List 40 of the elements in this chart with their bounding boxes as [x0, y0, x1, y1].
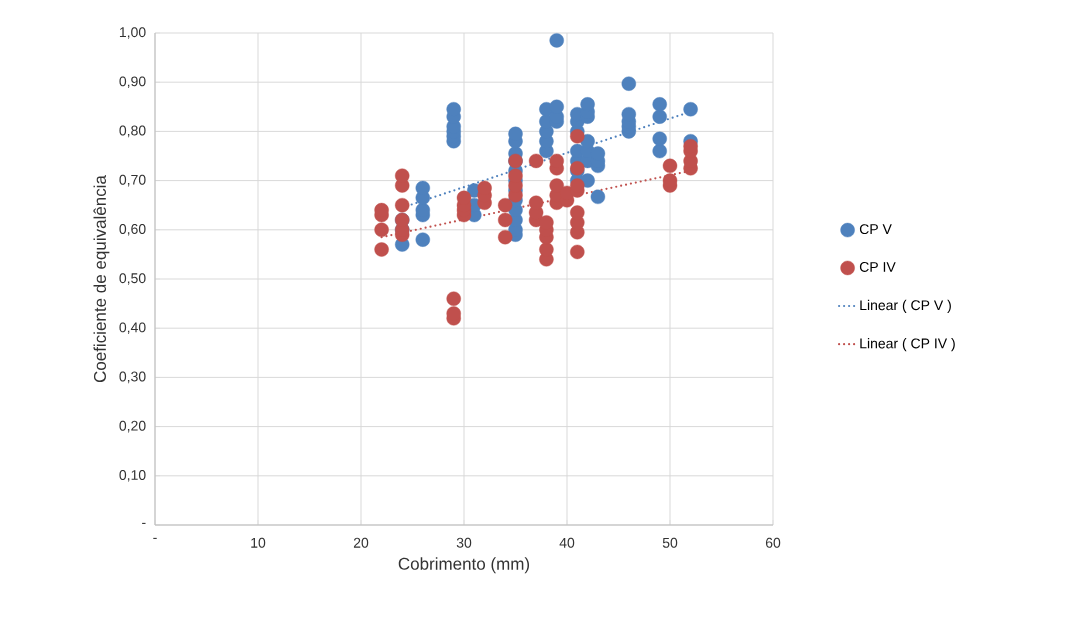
- x-tick-label: 10: [251, 537, 266, 548]
- x-tick-label: 50: [662, 537, 678, 548]
- point: [528, 195, 544, 210]
- y-tick-label: 0,50: [119, 273, 146, 285]
- y-tick-label: 1,00: [119, 27, 146, 39]
- legend-label: CP V: [859, 224, 892, 235]
- point: [395, 168, 410, 183]
- x-tick-label: 40: [559, 537, 575, 548]
- y-tick-label: 0,10: [119, 470, 146, 482]
- point: [570, 205, 585, 220]
- point: [374, 222, 389, 237]
- point: [508, 168, 523, 183]
- point: [570, 129, 585, 144]
- legend-label: Linear ( CP V ): [860, 299, 951, 313]
- point: [570, 244, 585, 260]
- legend-label: CP IV: [859, 262, 896, 272]
- y-tick-label: 0,70: [119, 174, 146, 187]
- y-tick-label: 0,20: [119, 420, 146, 433]
- point: [395, 198, 410, 213]
- y-axis-title: Coeficiente de equivalência: [93, 175, 110, 383]
- point: [374, 242, 389, 257]
- x-tick-label: 20: [353, 537, 369, 548]
- x-tick-label: -: [153, 537, 157, 539]
- y-tick-label: 0,90: [119, 76, 146, 88]
- x-tick-label: 60: [765, 537, 781, 548]
- point: [446, 291, 461, 306]
- y-tick-label: 0,80: [119, 125, 146, 138]
- y-tick-label: 0,60: [119, 224, 146, 236]
- x-tick-label: 30: [456, 537, 472, 548]
- point: [498, 198, 513, 213]
- point: [498, 229, 513, 245]
- point: [549, 178, 564, 193]
- point: [528, 153, 544, 169]
- y-tick-label: -: [142, 522, 146, 524]
- x-axis-title: Cobrimento (mm): [398, 557, 530, 574]
- point: [539, 242, 554, 257]
- point: [662, 158, 678, 174]
- y-tick-label: 0,40: [119, 322, 146, 334]
- legend-label: Linear ( CP IV ): [860, 338, 955, 352]
- y-tick-label: 0,30: [119, 371, 146, 384]
